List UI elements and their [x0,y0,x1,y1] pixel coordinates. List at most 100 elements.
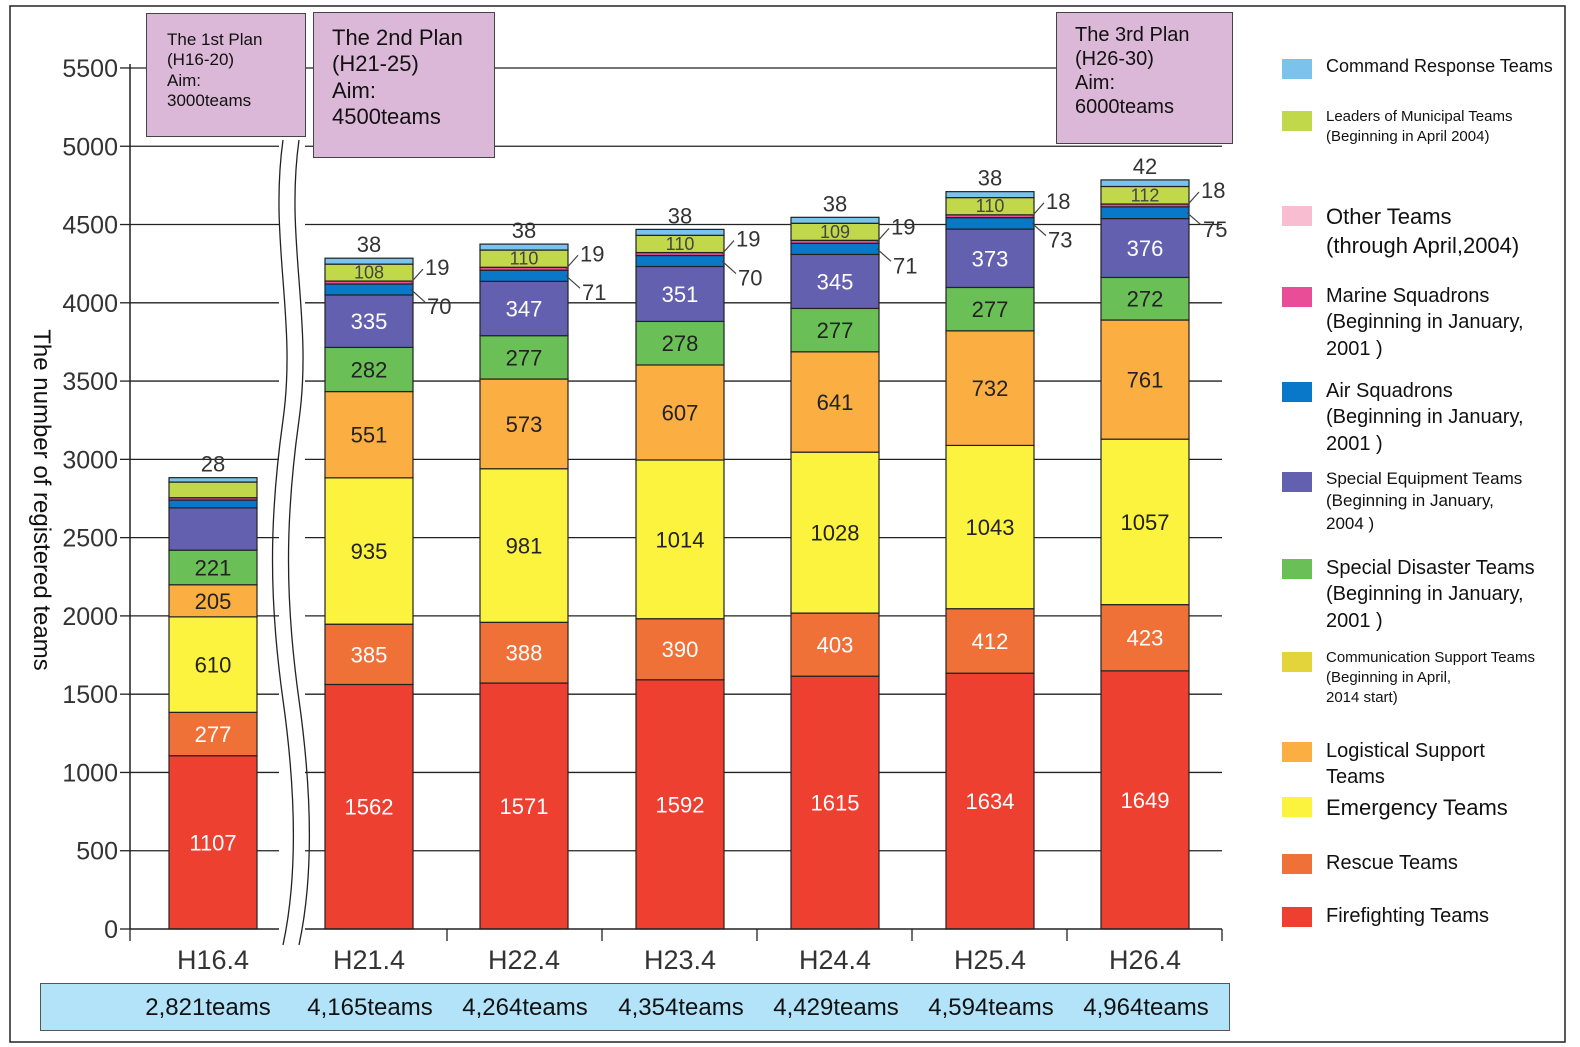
total-label-1: 4,165teams [307,994,433,1021]
leader-line-4-7 [876,227,890,243]
bar-segment-0-6 [168,499,258,509]
data-label-3-8: 110 [666,234,695,254]
data-label-4-1: 403 [817,633,854,658]
leader-line-3-7 [721,240,735,255]
legend-swatch-6 [1282,559,1312,579]
bar-segment-6-2 [1100,438,1190,606]
data-label-2-4: 277 [506,345,543,370]
data-label-4-3: 641 [817,390,854,415]
data-label-5-8: 110 [976,196,1005,216]
axis-break-line-left [271,139,295,946]
leader-line-4-6 [876,248,892,262]
bar-segment-0-3 [168,584,258,618]
legend-label-7: Communication Support Teams (Beginning i… [1326,649,1535,706]
data-label-1-9: 38 [357,232,381,257]
bar-segment-4-5 [790,253,880,310]
plan-1-box: The 1st Plan (H16-20) Aim: 3000teams [146,13,306,137]
leader-line-2-6 [565,275,581,289]
bar-segment-5-4 [945,286,1035,332]
bar-segment-5-2 [945,444,1035,610]
bar-segment-6-9 [1100,179,1190,188]
legend-label-4: Air Squadrons (Beginning in January, 200… [1326,380,1524,455]
data-label-4-5: 345 [817,269,854,294]
bar-segment-2-2 [479,468,569,623]
legend-label-0: Command Response Teams [1326,56,1553,76]
legend-label-5: Special Equipment Teams (Beginning in Ja… [1326,469,1523,533]
data-label-6-0: 1649 [1121,788,1170,813]
data-label-5-5: 373 [972,246,1009,271]
data-label-6-8: 112 [1131,185,1160,205]
data-label-1-5: 335 [351,309,388,334]
data-label-1-7: 19 [425,255,449,280]
bar-segment-0-0 [168,755,258,930]
legend-swatch-2 [1282,206,1312,226]
x-tick-label-6: H26.4 [1109,945,1181,975]
data-label-6-4: 272 [1127,287,1164,312]
x-tick-label-3: H23.4 [644,945,716,975]
data-label-6-6: 75 [1203,217,1227,242]
data-label-1-8: 108 [354,263,384,283]
data-label-3-5: 351 [662,282,699,307]
bar-segment-5-3 [945,330,1035,447]
axis-break-line-right [287,139,311,946]
bar-segment-6-6 [1100,206,1190,220]
data-label-2-9: 38 [512,218,536,243]
data-label-2-7: 19 [580,241,604,266]
leader-line-5-7 [1031,202,1045,217]
data-label-5-7: 18 [1046,189,1070,214]
data-label-3-7: 19 [736,227,760,252]
data-label-6-3: 761 [1127,368,1164,393]
leader-line-1-6 [410,289,426,303]
data-label-2-8: 110 [510,249,539,269]
x-tick-label-0: H16.4 [177,945,249,975]
bar-segment-0-2 [168,616,258,713]
legend-label-11: Firefighting Teams [1326,905,1490,927]
data-label-5-9: 38 [978,166,1002,191]
leader-line-1-7 [410,268,424,283]
y-tick-label-0: 0 [104,916,118,944]
axis-break-gap [279,140,305,950]
totals-bar: 2,821teams 4,165teams 4,264teams 4,354teams… [40,983,1230,1031]
y-tick-label-6: 3000 [62,446,118,474]
data-label-6-5: 376 [1127,236,1164,261]
data-label-1-3: 551 [351,423,388,448]
y-tick-label-3: 1500 [62,681,118,709]
data-label-3-0: 1592 [656,792,705,817]
leader-line-5-6 [1031,222,1047,237]
data-label-1-2: 935 [351,539,388,564]
bar-segment-6-4 [1100,276,1190,321]
data-label-3-9: 38 [668,203,692,228]
bar-segment-6-3 [1100,319,1190,440]
bar-segment-3-2 [635,459,725,620]
data-label-3-2: 1014 [656,527,705,552]
leader-line-3-6 [721,260,737,274]
data-label-2-3: 573 [506,412,543,437]
bar-segment-0-9 [168,477,258,483]
legend-label-1: Leaders of Municipal Teams (Beginning in… [1326,108,1513,145]
bar-segment-4-4 [790,307,880,353]
x-tick-label-1: H21.4 [333,945,405,975]
data-label-2-1: 388 [506,641,543,666]
bar-segment-2-0 [479,682,569,930]
legend-label-3: Marine Squadrons (Beginning in January, … [1326,285,1524,360]
data-label-3-4: 278 [662,331,699,356]
bar-segment-1-3 [324,390,414,479]
data-label-2-5: 347 [506,297,543,322]
data-label-1-6: 70 [427,294,451,319]
legend-swatch-8 [1282,742,1312,762]
data-label-2-2: 981 [506,534,543,559]
bar-segment-2-3 [479,378,569,470]
bar-segment-4-9 [790,216,880,224]
plan-2-box: The 2nd Plan (H21-25) Aim: 4500teams [313,12,495,158]
y-tick-label-7: 3500 [62,368,118,396]
data-label-4-8: 109 [820,222,850,242]
bar-segment-4-3 [790,351,880,453]
data-label-5-0: 1634 [966,789,1015,814]
data-label-6-7: 18 [1201,178,1225,203]
legend-label-2: Other Teams (through April,2004) [1326,204,1520,259]
data-label-0-3: 205 [195,589,232,614]
bar-segment-5-6 [945,217,1035,230]
bar-segment-3-6 [635,254,725,268]
bar-segment-1-9 [324,257,414,265]
